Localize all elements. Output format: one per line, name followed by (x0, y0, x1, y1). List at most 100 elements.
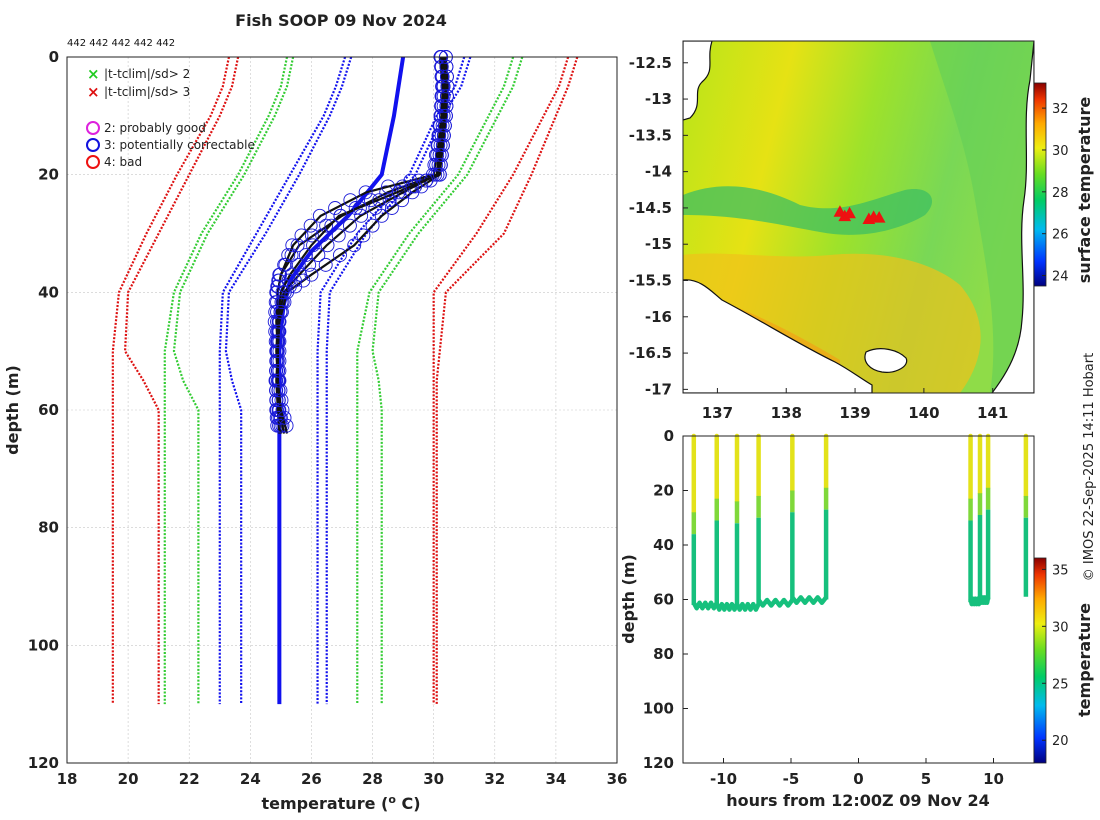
profile-ytick-label: 0 (49, 48, 59, 66)
profile-flag-circle (431, 128, 446, 143)
sst-colorbar-tick-label: 32 (1052, 102, 1069, 117)
profile-flag-circle (352, 201, 367, 215)
sst-colorbar-label: surface temperature (1075, 97, 1094, 284)
island (864, 348, 908, 373)
profile-xlabel-part-a: temperature ( (261, 794, 388, 813)
coast-south (683, 279, 873, 393)
profile-xtick-label: 18 (57, 770, 78, 788)
profile-flag-circle (272, 363, 287, 378)
profile-flag-circle (342, 218, 357, 233)
profile-flag-circle (274, 295, 289, 310)
temp-colorbar-tick-label: 25 (1052, 677, 1069, 692)
profile-flag-circle (319, 218, 334, 233)
profile-data (267, 50, 455, 434)
profile-xtick-label: 30 (423, 770, 444, 788)
profile-flag-circle (303, 218, 318, 233)
map-xtick-label: 141 (977, 404, 1008, 422)
profile-clim-bound (356, 56, 515, 705)
map-xtick-label: 139 (839, 404, 870, 422)
td-ytick-label: 40 (653, 536, 674, 554)
td-xtick-label: 0 (853, 770, 863, 788)
profile-flag-circle (439, 108, 453, 123)
profile-flag-circle (440, 89, 454, 104)
profile-flag-circle (272, 373, 287, 388)
profile-flag-circle (272, 410, 287, 425)
profile-flag-circle (382, 193, 397, 208)
profile-flag-circle (281, 248, 296, 263)
profile-flag-circle (272, 354, 287, 368)
profile-flag-circle (273, 304, 288, 319)
profile-xtick-label: 34 (545, 770, 566, 788)
map-ytick-label: -16.5 (629, 344, 672, 362)
profile-flag-circle (277, 410, 292, 425)
coast-north (683, 41, 713, 121)
profile-clim-bound (435, 56, 579, 705)
profile-clim-bound (172, 56, 295, 705)
profile-clim-bound (224, 56, 353, 705)
profile-flag-circle (272, 324, 287, 339)
profile-flag-circle (272, 334, 287, 349)
td-xtick-label: -10 (710, 770, 737, 788)
map-station-marker (872, 211, 886, 223)
profile-flag-circle (439, 59, 454, 74)
profile-clim-bound (218, 56, 347, 705)
map-ticks: 137 138 139 140 141 -12.5 -13 -13.5 -14 -14.5 -15 -… (629, 54, 1009, 422)
cast-bottom-trace (714, 601, 740, 612)
legend-label-correctable: 3: potentially correctable (104, 138, 255, 152)
td-ytick-label: 0 (664, 427, 674, 445)
map-station-marker (843, 206, 856, 219)
profile-flag-circle (273, 418, 288, 433)
profile-flag-circle (434, 148, 449, 163)
profile-ylabel: depth (m) (3, 365, 22, 455)
profile-flag-circle (436, 128, 451, 143)
profile-xlabel-part-b: C) (396, 794, 421, 813)
profile-flag-circle (384, 201, 399, 215)
temp-colorbar-tick-label: 20 (1052, 734, 1069, 749)
profile-flag-circle (343, 193, 358, 208)
legend-label-3sd: |t-tclim|/sd> 3 (104, 85, 190, 99)
profile-flag-circle (277, 257, 292, 272)
profile-axes-frame (66, 56, 618, 764)
map-xtick-label: 140 (908, 404, 939, 422)
profile-ytick-label: 100 (28, 636, 59, 654)
profile-flag-circle (419, 173, 434, 188)
legend-circle-magenta (86, 121, 100, 135)
legend-label-bad: 4: bad (104, 155, 142, 169)
sst-colorbar-ticks: 24 26 28 30 32 (1042, 102, 1069, 285)
cast-bottom-trace (790, 595, 828, 606)
td-ytick-label: 120 (643, 754, 674, 772)
legend-label-probably-good: 2: probably good (104, 121, 206, 135)
profile-grid (67, 57, 617, 763)
profile-xlabel-degree: o (388, 793, 396, 806)
cast-bottom-trace (977, 595, 991, 606)
profile-flag-circle (291, 257, 306, 272)
sst-colorbar-tick-label: 30 (1052, 144, 1069, 159)
profile-clim-mean (277, 56, 406, 705)
legend-circle-red (86, 155, 100, 169)
map-ytick-label: -14 (645, 163, 672, 181)
profile-clim-bound (316, 56, 466, 705)
profile-flag-circle (379, 185, 394, 200)
header-counts: 442 442 442 442 442 (67, 38, 175, 49)
profile-flag-circle (405, 179, 420, 194)
sst-map (683, 41, 1034, 393)
map-ytick-label: -15 (645, 235, 672, 253)
map-ytick-label: -17 (645, 380, 672, 398)
profile-clim-bound (432, 56, 570, 705)
profile-flag-circle (432, 118, 447, 133)
profile-flag-circle (358, 185, 373, 200)
profile-flag-circle (381, 179, 396, 194)
profile-clim-bound (111, 56, 231, 705)
sst-colorbar-tick-label: 26 (1052, 228, 1069, 243)
profile-flag-circle (271, 403, 286, 417)
legend-label-2sd: |t-tclim|/sd> 2 (104, 67, 190, 81)
profile-flag-circle (306, 238, 320, 253)
map-ytick-label: -12.5 (629, 54, 672, 72)
td-xtick-label: 10 (983, 770, 1004, 788)
profile-flag-circle (275, 285, 290, 300)
coast-east (991, 41, 1034, 393)
cast-bottom-trace (756, 597, 795, 608)
sst-cool-east (930, 41, 1034, 393)
profile-clim-bound (163, 56, 289, 705)
